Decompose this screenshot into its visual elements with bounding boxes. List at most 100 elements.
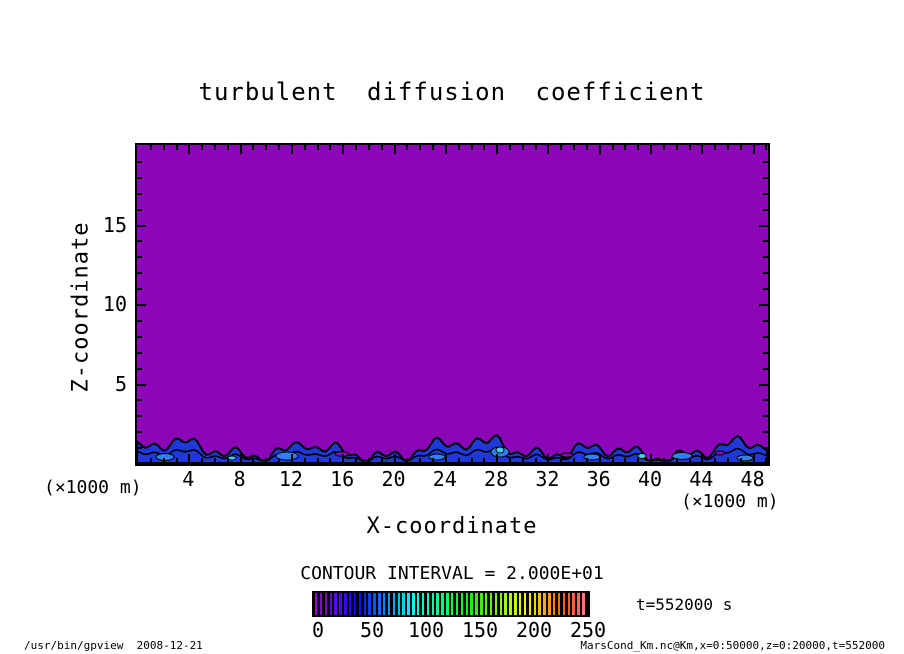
colorbar-tick-label: 150: [461, 618, 499, 642]
axis-tick: [483, 145, 486, 150]
axis-tick: [534, 458, 537, 463]
axis-tick: [763, 351, 768, 354]
axis-tick: [727, 458, 729, 463]
axis-tick: [650, 145, 652, 154]
axis-tick: [457, 458, 460, 463]
colorbar-bar: [504, 593, 507, 615]
colorbar-bar: [436, 593, 439, 615]
contour-interval-label: CONTOUR INTERVAL = 2.000E+01: [300, 563, 604, 584]
axis-tick: [278, 145, 281, 150]
axis-tick: [290, 145, 293, 154]
axis-tick: [367, 145, 370, 150]
z-tick-label: 10: [102, 292, 127, 316]
x-tick-label: 28: [484, 467, 509, 491]
axis-tick: [252, 145, 255, 150]
x-tick-label: 36: [586, 467, 611, 491]
colorbar-bar: [334, 593, 337, 615]
colorbar-bar: [528, 593, 532, 615]
axis-tick: [560, 145, 563, 150]
contour-field-shape: [137, 447, 768, 462]
axis-tick: [483, 458, 486, 463]
axis-tick: [201, 458, 204, 463]
colorbar-bar: [421, 593, 425, 615]
axis-tick: [688, 458, 691, 463]
colorbar-tick-label: 100: [407, 618, 445, 642]
colorbar-bar: [582, 593, 585, 615]
axis-tick: [137, 256, 142, 259]
plot-title: turbulent diffusion coefficient: [198, 78, 706, 106]
colorbar-bar: [319, 593, 323, 615]
colorbar-bar: [475, 593, 478, 615]
colorbar-bar: [470, 593, 473, 615]
axis-tick: [444, 145, 447, 154]
colorbar-bar: [572, 593, 575, 615]
x-tick-label: 8: [233, 467, 246, 491]
x-tick-label: 20: [381, 467, 406, 491]
axis-tick: [316, 145, 319, 150]
colorbar-tick-label: 200: [515, 618, 553, 642]
colorbar-bar: [407, 593, 410, 615]
colorbar-tick-label: 0: [311, 618, 325, 642]
z-tick-label: 15: [102, 212, 127, 237]
colorbar-bar: [344, 593, 347, 615]
colorbar-bar: [509, 593, 512, 615]
axis-tick: [521, 145, 524, 150]
axis-tick: [290, 454, 293, 463]
colorbar-bar: [489, 593, 493, 615]
colorbar-bar: [446, 593, 449, 615]
axis-tick: [137, 192, 142, 195]
axis-tick: [137, 415, 142, 418]
axis-tick: [149, 458, 152, 463]
z-axis-title: Z-coordinate: [68, 221, 94, 393]
colorbar-bar: [368, 593, 371, 615]
axis-tick: [393, 145, 396, 154]
axis-tick: [303, 145, 306, 150]
contour-field-shape: [495, 446, 505, 454]
axis-tick: [650, 454, 652, 463]
axis-tick: [226, 458, 229, 463]
axis-tick: [637, 458, 640, 463]
axis-tick: [239, 145, 242, 154]
colorbar-bar: [485, 593, 488, 615]
colorbar-bar: [543, 593, 546, 615]
axis-tick: [688, 145, 691, 150]
axis-tick: [188, 454, 191, 463]
footer-data-info: MarsCond_Km.nc@Km,x=0:50000,z=0:20000,t=…: [580, 639, 885, 652]
contour-field-shape: [227, 455, 237, 461]
x-tick-label: 44: [689, 467, 714, 491]
axis-tick: [342, 454, 345, 463]
colorbar-bar: [426, 593, 430, 615]
axis-tick: [763, 415, 768, 418]
axis-tick: [714, 145, 717, 150]
contour-field-shape: [137, 145, 768, 463]
time-label: t=552000 s: [636, 595, 733, 614]
axis-tick: [137, 240, 142, 243]
axis-tick: [149, 145, 152, 150]
colorbar-bar: [494, 593, 498, 615]
axis-tick: [752, 454, 755, 463]
axis-tick: [763, 176, 768, 179]
axis-tick: [175, 458, 178, 463]
axis-tick: [624, 145, 627, 150]
axis-tick: [585, 458, 588, 463]
axis-tick: [355, 458, 357, 463]
colorbar-bar: [514, 593, 517, 615]
colorbar-bar: [567, 593, 570, 615]
axis-tick: [763, 335, 768, 338]
colorbar-bar: [553, 593, 556, 615]
axis-tick: [763, 288, 768, 291]
axis-tick: [611, 458, 614, 463]
axis-tick: [624, 458, 627, 463]
colorbar-bar: [548, 593, 551, 615]
axis-tick: [380, 145, 383, 150]
axis-tick: [675, 458, 678, 463]
axis-tick: [759, 304, 768, 306]
axis-tick: [573, 458, 576, 463]
axis-tick: [329, 145, 332, 150]
axis-tick: [432, 145, 434, 150]
colorbar-bar: [358, 593, 362, 615]
colorbar-bar: [523, 593, 527, 615]
colorbar-bar: [455, 593, 459, 615]
axis-tick: [470, 145, 473, 150]
colorbar-bar: [378, 593, 381, 615]
